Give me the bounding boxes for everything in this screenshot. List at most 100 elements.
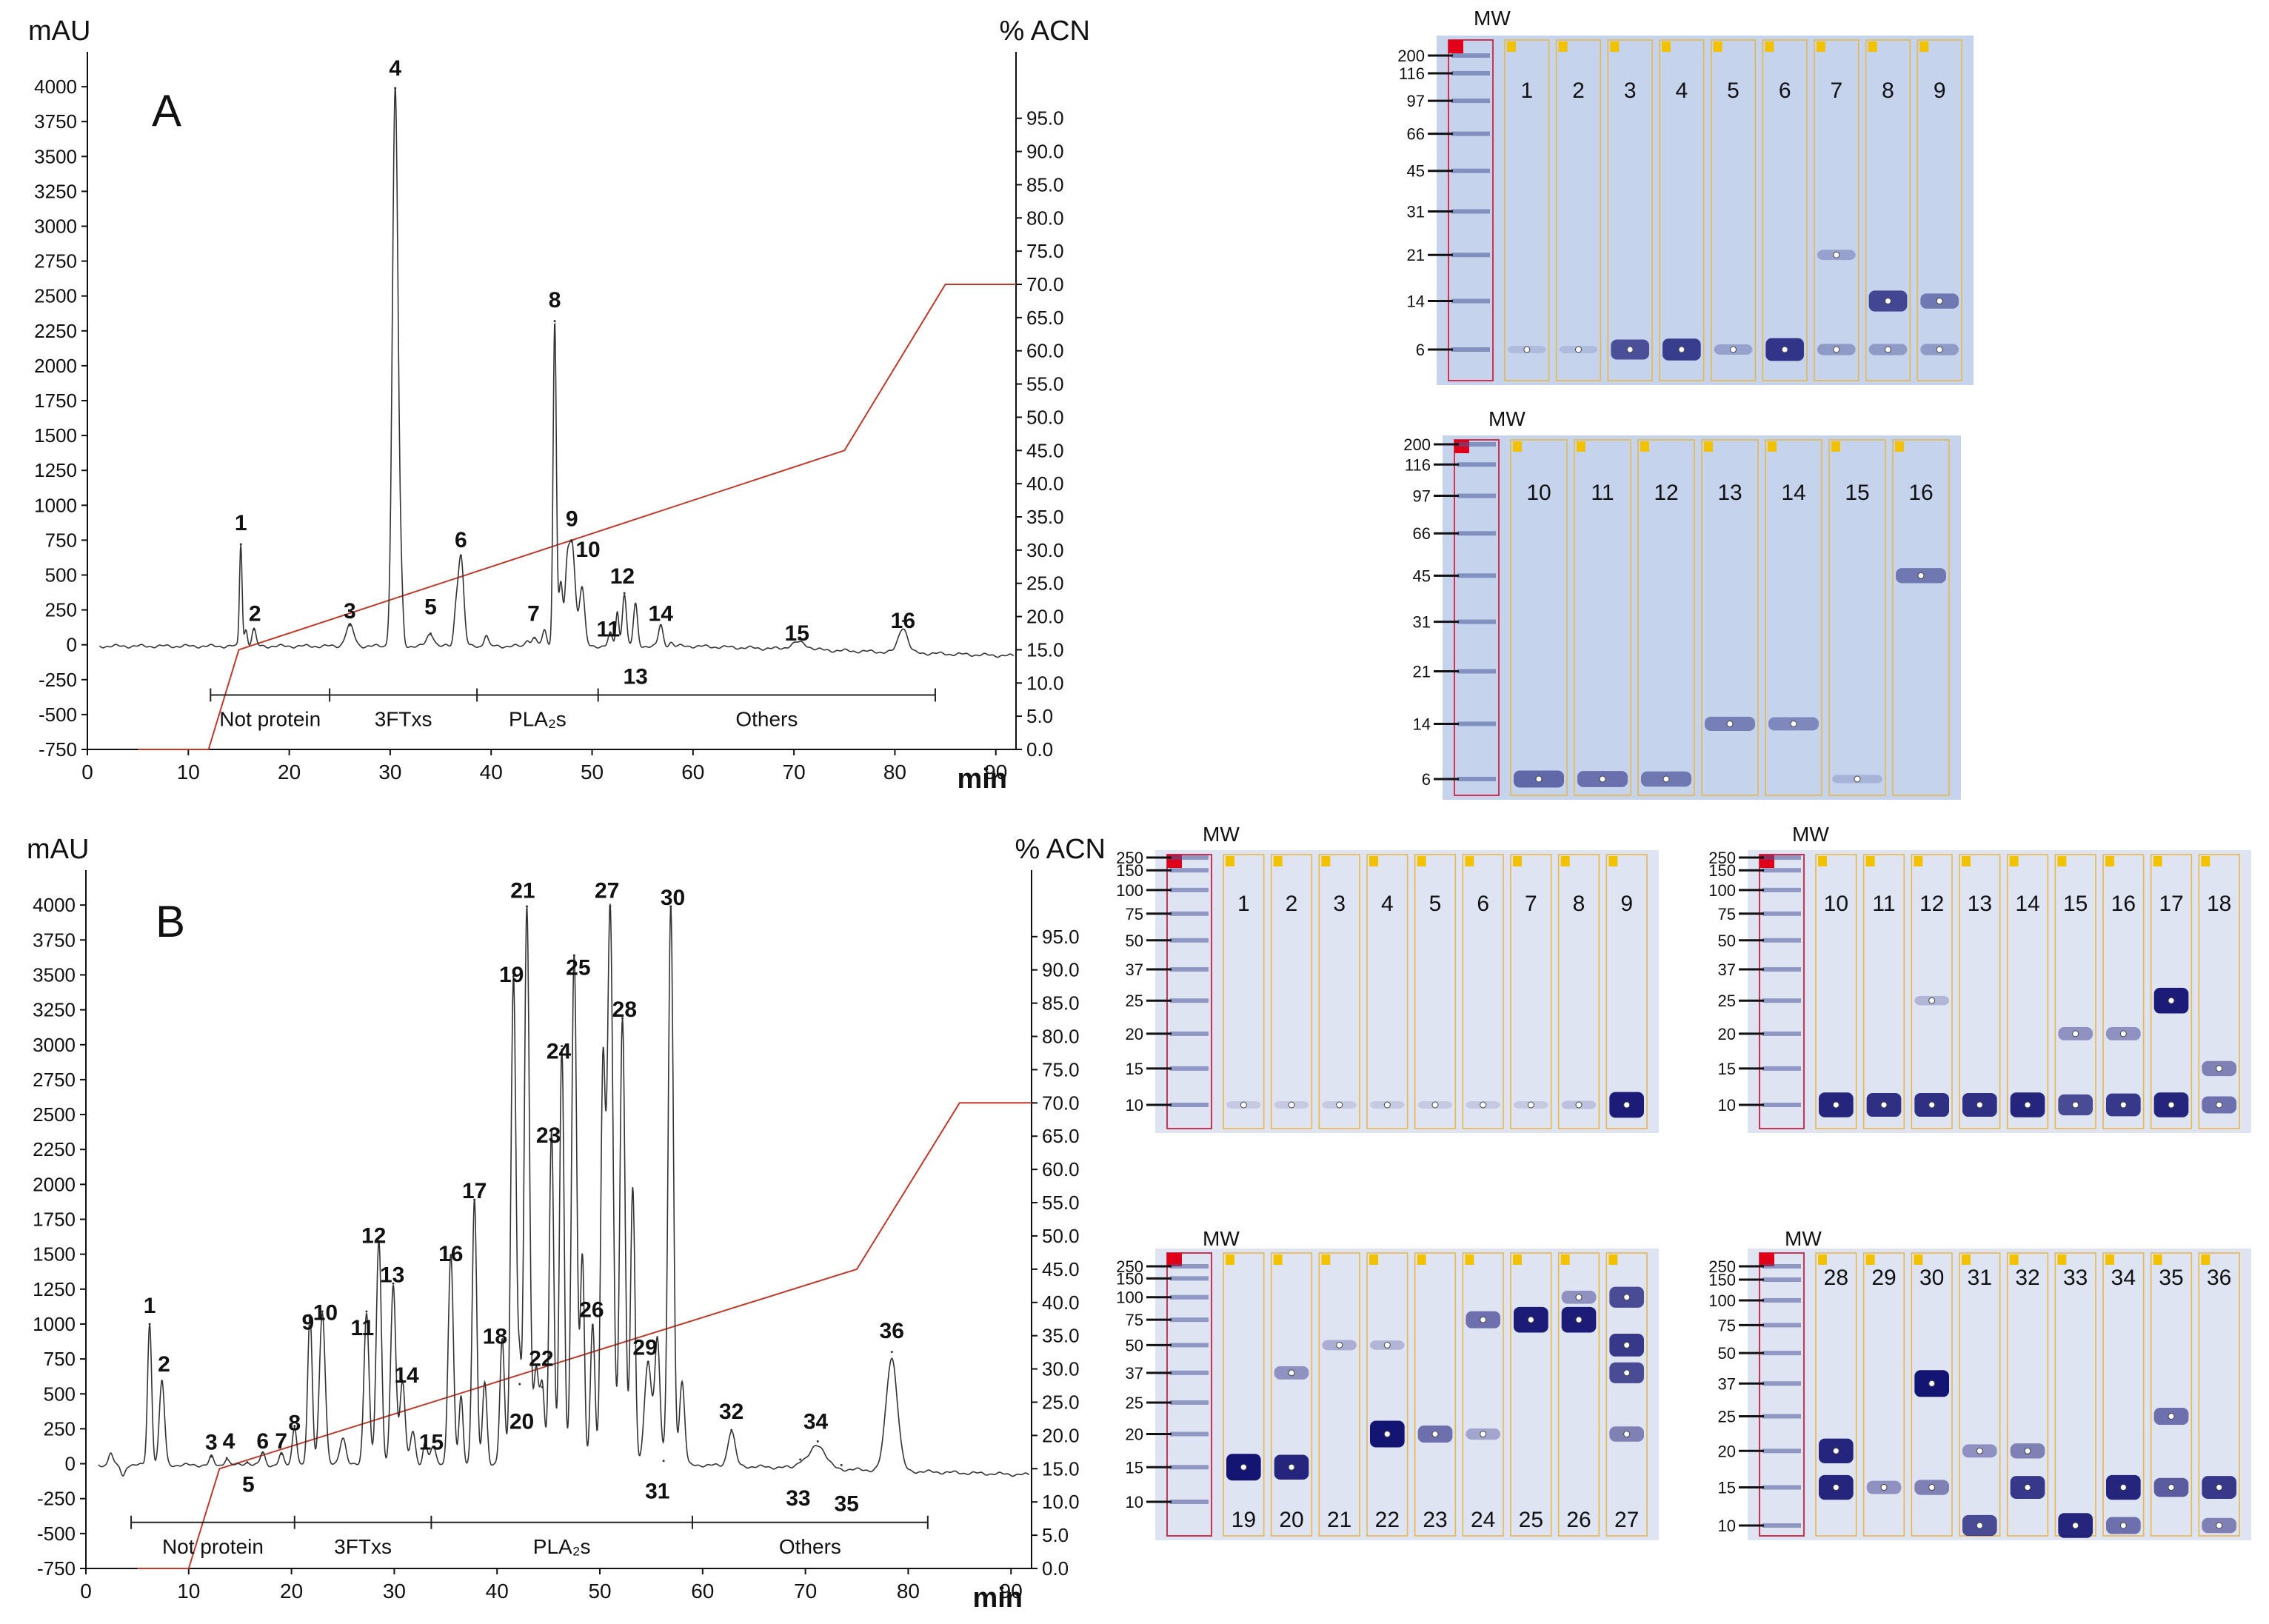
sample-lane [1637,439,1695,796]
lane-marker-tab [1610,41,1620,52]
lane-marker-tab [1914,856,1923,866]
ladder-marker-tab [1167,1253,1182,1266]
mw-label: MW [1488,407,1526,430]
peak-label: 28 [612,998,637,1022]
y2-tick-label: 0.0 [1042,1557,1069,1580]
peak-apex-14 [659,624,662,626]
peak-label: 17 [462,1179,487,1203]
sample-lane [2198,854,2240,1129]
y-tick-label: -250 [37,1488,76,1510]
mw-label: MW [1792,823,1829,846]
mw-marker-label: 50 [1126,1336,1143,1354]
ladder-band [1170,998,1209,1003]
sample-lane [1510,1252,1552,1537]
y-tick-label: 2000 [34,355,77,377]
band-dot [1480,1431,1487,1438]
mw-marker-label: 21 [1413,663,1431,681]
mw-marker-label: 20 [1718,1025,1736,1043]
lane-number: 12 [1654,481,1678,505]
lane-marker-tab [1507,41,1516,52]
y-tick-label: 250 [45,599,77,621]
x-tick-label: 50 [588,1580,611,1603]
sample-lane [1366,854,1408,1129]
lane-marker-tab [1919,41,1929,52]
x-tick-label: 30 [378,761,401,783]
ladder-band [1762,911,1801,916]
mw-marker-label: 20 [1126,1025,1143,1043]
sample-lane [1710,39,1757,381]
peak-label: 12 [361,1224,386,1249]
lane-marker-tab [2009,1254,2019,1265]
x-tick-label: 40 [486,1580,509,1603]
x-tick-label: 70 [783,761,806,783]
lane-marker-tab [1817,41,1825,52]
peak-label: 12 [610,564,635,589]
band-dot [1885,346,1891,353]
lane-number: 6 [1477,892,1489,916]
peak-label: 9 [566,507,578,532]
lane-marker-tab [1513,856,1522,866]
ladder-band [1762,1351,1801,1356]
x-tick-label: 50 [581,761,604,783]
y-tick-label: 0 [67,634,77,656]
mw-marker-label: 250 [1708,1257,1736,1276]
peak-apex-8 [553,320,556,323]
mw-marker-label: 21 [1407,246,1425,264]
band-dot [2168,1484,2175,1491]
band-dot [1663,775,1670,783]
y2-tick-label: 90.0 [1042,959,1080,981]
sample-lane [1659,39,1705,381]
x-tick-label: 80 [883,761,906,783]
band-dot [2216,1484,2223,1491]
sample-lane [1815,854,1857,1129]
y-tick-label: 750 [45,529,77,551]
ladder-band [1170,887,1209,892]
y-tick-label: 2500 [34,285,77,307]
lane-marker-tab [2057,1254,2067,1265]
peak-apex-10 [321,1310,324,1313]
sample-lane [1862,1252,1905,1537]
x-tick-label: 10 [177,761,200,783]
lane-marker-tab [1608,1254,1618,1265]
y2-tick-label: 80.0 [1026,207,1064,229]
peak-label: 26 [579,1298,604,1323]
sample-lane [1462,1252,1504,1537]
mw-marker-label: 50 [1126,932,1143,950]
y2-tick-label: 60.0 [1026,340,1064,362]
lane-number: 3 [1624,78,1637,103]
ladder-band [1762,1264,1801,1269]
lane-number: 15 [1845,481,1869,505]
lane-marker-tab [2201,1254,2210,1265]
y-tick-label: 500 [45,564,77,587]
mw-marker-label: 150 [1708,861,1736,880]
y2-tick-label: 85.0 [1042,992,1080,1015]
mw-label: MW [1785,1227,1822,1250]
mw-marker-label: 250 [1708,849,1736,867]
mw-marker-label: 25 [1718,1407,1736,1426]
mw-marker-label: 75 [1126,905,1143,923]
peak-apex-23 [550,1129,553,1132]
lane-marker-tab [1704,441,1713,452]
lane-number: 11 [1591,481,1614,505]
ladder-band [1762,1031,1801,1036]
band-dot [1623,1369,1631,1377]
peak-apex-19 [512,975,515,978]
lane-number: 9 [1934,78,1946,103]
band-dot [1833,251,1840,258]
lane-marker-tab [1513,441,1522,452]
peak-label: 11 [351,1316,375,1340]
y-tick-label: 0 [65,1453,76,1475]
y2-tick-label: 25.0 [1042,1391,1080,1413]
peak-apex-7 [533,636,536,639]
peak-label: 1 [235,511,247,535]
ladder-band [1451,70,1490,76]
lane-number: 4 [1381,892,1394,916]
region-label: Others [735,708,798,731]
peak-apex-1 [239,543,242,546]
x-tick-label: 0 [80,1580,92,1603]
peak-apex-28 [621,1017,624,1020]
sample-lane [1414,854,1457,1129]
mw-marker-label: 45 [1407,162,1425,181]
band-dot [1936,346,1943,353]
peak-label: 36 [880,1319,904,1343]
